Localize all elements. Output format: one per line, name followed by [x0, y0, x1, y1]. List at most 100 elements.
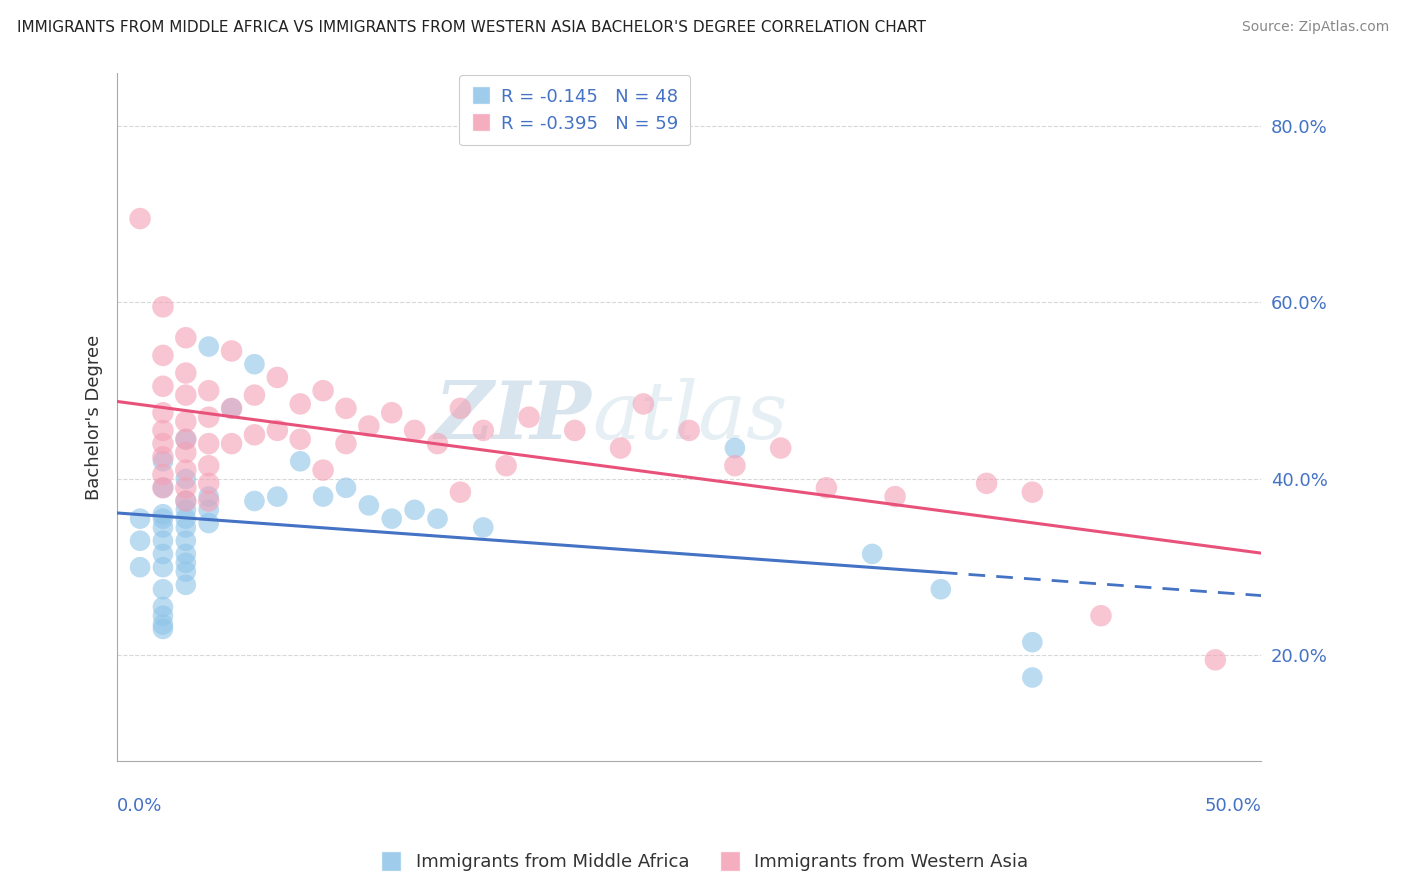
Point — [197, 458, 219, 473]
Point — [174, 481, 197, 495]
Point — [243, 427, 266, 442]
Point — [152, 520, 174, 534]
Point — [152, 379, 174, 393]
Point — [197, 436, 219, 450]
Point — [609, 441, 631, 455]
Point — [197, 503, 219, 517]
Point — [152, 481, 174, 495]
Point — [312, 490, 335, 504]
Point — [404, 503, 426, 517]
Point — [129, 560, 152, 574]
Point — [174, 463, 197, 477]
Point — [860, 547, 883, 561]
Point — [1021, 635, 1043, 649]
Point — [290, 432, 312, 446]
Point — [152, 300, 174, 314]
Point — [174, 331, 197, 345]
Point — [221, 401, 243, 416]
Point — [197, 410, 219, 425]
Point — [152, 599, 174, 614]
Point — [152, 617, 174, 632]
Point — [335, 436, 357, 450]
Point — [1021, 485, 1043, 500]
Point — [724, 458, 747, 473]
Point — [174, 520, 197, 534]
Point — [197, 516, 219, 530]
Point — [152, 533, 174, 548]
Point — [197, 490, 219, 504]
Point — [174, 388, 197, 402]
Point — [449, 485, 471, 500]
Point — [929, 582, 952, 597]
Point — [152, 406, 174, 420]
Point — [129, 211, 152, 226]
Text: ZIP: ZIP — [434, 378, 592, 456]
Point — [221, 436, 243, 450]
Point — [174, 547, 197, 561]
Point — [1090, 608, 1112, 623]
Point — [129, 511, 152, 525]
Legend: R = -0.145   N = 48, R = -0.395   N = 59: R = -0.145 N = 48, R = -0.395 N = 59 — [458, 75, 690, 145]
Point — [266, 490, 288, 504]
Point — [152, 467, 174, 482]
Point — [312, 463, 335, 477]
Point — [197, 340, 219, 354]
Point — [152, 622, 174, 636]
Point — [221, 343, 243, 358]
Point — [243, 357, 266, 371]
Point — [152, 507, 174, 521]
Point — [243, 388, 266, 402]
Y-axis label: Bachelor's Degree: Bachelor's Degree — [86, 334, 103, 500]
Point — [152, 454, 174, 468]
Point — [290, 454, 312, 468]
Point — [152, 560, 174, 574]
Legend: Immigrants from Middle Africa, Immigrants from Western Asia: Immigrants from Middle Africa, Immigrant… — [371, 847, 1035, 879]
Point — [472, 424, 495, 438]
Point — [381, 406, 404, 420]
Point — [290, 397, 312, 411]
Text: atlas: atlas — [592, 378, 787, 456]
Point — [678, 424, 700, 438]
Point — [335, 481, 357, 495]
Point — [335, 401, 357, 416]
Point — [769, 441, 792, 455]
Point — [312, 384, 335, 398]
Point — [174, 445, 197, 459]
Point — [197, 476, 219, 491]
Point — [174, 432, 197, 446]
Point — [357, 419, 380, 434]
Point — [174, 494, 197, 508]
Text: 0.0%: 0.0% — [117, 797, 163, 814]
Point — [472, 520, 495, 534]
Point — [152, 608, 174, 623]
Point — [174, 366, 197, 380]
Point — [381, 511, 404, 525]
Point — [197, 384, 219, 398]
Point — [357, 499, 380, 513]
Point — [129, 533, 152, 548]
Point — [266, 424, 288, 438]
Point — [152, 511, 174, 525]
Point — [633, 397, 655, 411]
Point — [564, 424, 586, 438]
Point — [815, 481, 838, 495]
Point — [426, 436, 449, 450]
Point — [266, 370, 288, 384]
Point — [174, 556, 197, 570]
Point — [243, 494, 266, 508]
Text: 50.0%: 50.0% — [1205, 797, 1261, 814]
Point — [174, 578, 197, 592]
Point — [174, 415, 197, 429]
Point — [152, 547, 174, 561]
Point — [1204, 653, 1226, 667]
Point — [426, 511, 449, 525]
Point — [174, 503, 197, 517]
Point — [221, 401, 243, 416]
Point — [152, 348, 174, 362]
Point — [724, 441, 747, 455]
Point — [517, 410, 540, 425]
Point — [1021, 671, 1043, 685]
Point — [495, 458, 517, 473]
Point — [197, 494, 219, 508]
Point — [174, 432, 197, 446]
